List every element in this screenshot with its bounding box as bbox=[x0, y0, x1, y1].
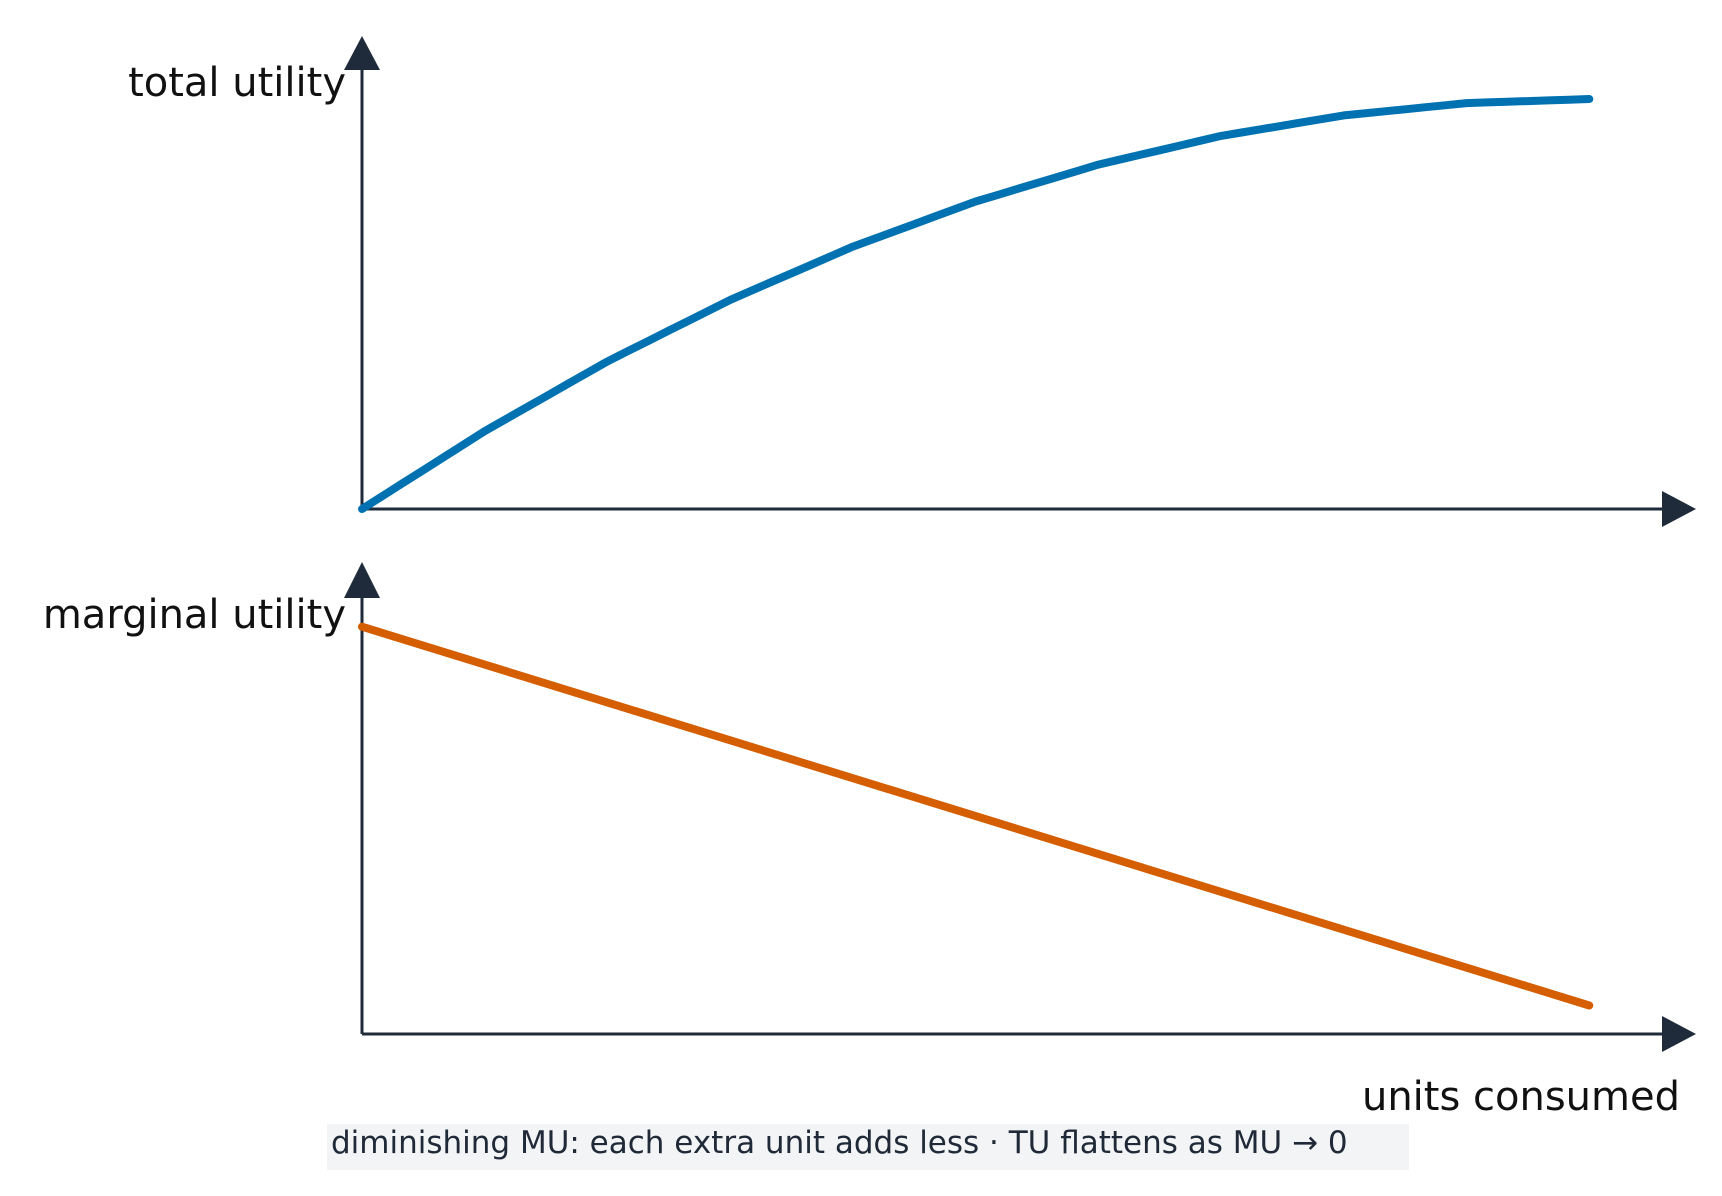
tu-x-axis-arrow-icon bbox=[1662, 491, 1696, 527]
mu-y-axis-arrow-icon bbox=[344, 562, 380, 598]
mu-x-axis-arrow-icon bbox=[1662, 1016, 1696, 1052]
mu-y-axis-label: marginal utility bbox=[43, 592, 346, 638]
annotation-note: diminishing MU: each extra unit adds les… bbox=[327, 1124, 1409, 1170]
tu-y-axis-label: total utility bbox=[128, 60, 346, 106]
mu-series-line bbox=[358, 622, 1594, 1010]
x-axis-label: units consumed bbox=[1362, 1074, 1680, 1120]
annotation-background bbox=[327, 1124, 1409, 1170]
marginal-utility-panel: marginal utility units consumed bbox=[43, 562, 1696, 1120]
tu-series-line bbox=[358, 95, 1594, 513]
annotation-text: diminishing MU: each extra unit adds les… bbox=[331, 1125, 1348, 1161]
tu-y-axis-arrow-icon bbox=[344, 36, 380, 70]
total-utility-panel: total utility bbox=[128, 36, 1696, 527]
